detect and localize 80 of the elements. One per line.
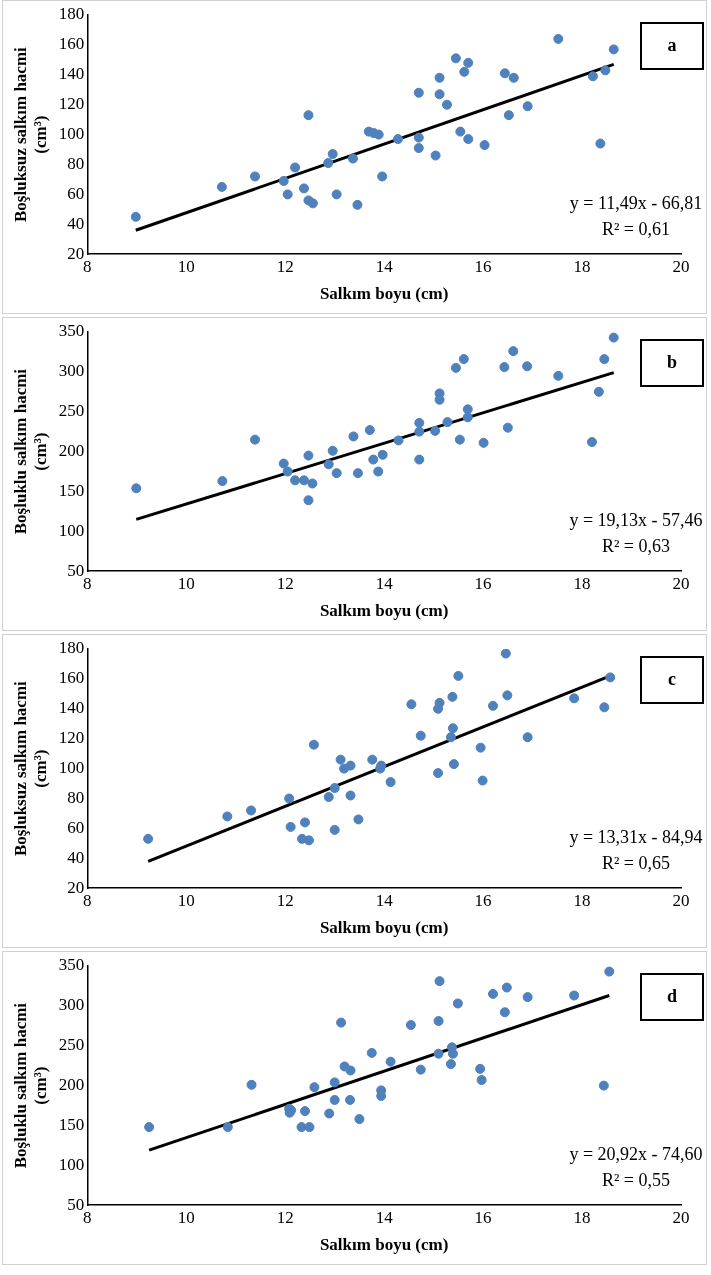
x-tick-label: 8: [83, 1207, 92, 1227]
y-tick-label: 140: [58, 64, 85, 84]
y-tick-label: 250: [58, 1035, 85, 1055]
y-tick-label: 160: [58, 668, 85, 688]
y-tick-label: 300: [58, 995, 85, 1015]
y-axis-title: Boşluklu salkım hacmi (cm³): [10, 1002, 50, 1169]
annotation: y = 13,31x - 84,94: [569, 826, 703, 847]
annotation: y = 11,49x - 66,81: [569, 192, 703, 213]
y-tick-label: 80: [67, 787, 85, 807]
annotation: b: [666, 351, 678, 372]
x-tick-label: 12: [276, 1207, 294, 1227]
x-axis-title: Salkım boyu (cm): [319, 601, 449, 621]
x-tick-label: 14: [375, 890, 394, 910]
annotation: d: [666, 985, 678, 1006]
x-tick-label: 8: [83, 573, 92, 593]
y-tick-label: 60: [67, 183, 85, 203]
annotation: R² = 0,63: [601, 535, 671, 556]
x-tick-label: 16: [474, 1207, 492, 1227]
y-tick-label: 40: [67, 213, 85, 233]
y-tick-label: 20: [67, 877, 85, 897]
x-tick-label: 10: [177, 256, 195, 276]
annotation: y = 20,92x - 74,60: [569, 1143, 703, 1164]
y-axis-title: Boşluksuz salkım hacmi (cm³): [10, 680, 50, 856]
x-axis-title: Salkım boyu (cm): [319, 918, 449, 938]
y-tick-label: 350: [58, 321, 85, 341]
annotation: y = 19,13x - 57,46: [569, 509, 703, 530]
y-tick-label: 300: [58, 361, 85, 381]
annotation: R² = 0,55: [601, 1169, 671, 1190]
x-tick-label: 20: [672, 256, 690, 276]
annotation: a: [667, 34, 677, 55]
x-tick-label: 14: [375, 256, 394, 276]
annotation: R² = 0,65: [601, 852, 671, 873]
x-tick-label: 16: [474, 573, 492, 593]
y-tick-label: 200: [58, 1075, 85, 1095]
y-axis-title: Boşluklu salkım hacmi (cm³): [10, 368, 50, 535]
y-tick-label: 180: [58, 638, 85, 658]
x-tick-label: 10: [177, 890, 195, 910]
y-axis-title: Boşluksuz salkım hacmi (cm³): [10, 46, 50, 222]
y-tick-label: 150: [58, 480, 85, 500]
x-tick-label: 10: [177, 1207, 195, 1227]
x-tick-label: 12: [276, 573, 294, 593]
y-tick-label: 20: [67, 243, 85, 263]
x-tick-label: 18: [573, 1207, 591, 1227]
x-tick-label: 20: [672, 1207, 690, 1227]
y-tick-label: 50: [67, 1194, 85, 1214]
y-tick-label: 140: [58, 698, 85, 718]
x-tick-label: 20: [672, 573, 690, 593]
annotation: R² = 0,61: [601, 218, 671, 239]
x-tick-label: 8: [83, 890, 92, 910]
x-tick-label: 8: [83, 256, 92, 276]
y-tick-label: 250: [58, 401, 85, 421]
x-tick-label: 16: [474, 890, 492, 910]
y-tick-label: 100: [58, 758, 85, 778]
x-axis-title: Salkım boyu (cm): [319, 1235, 449, 1255]
x-tick-label: 18: [573, 256, 591, 276]
y-tick-label: 120: [58, 728, 85, 748]
x-tick-label: 18: [573, 890, 591, 910]
y-tick-label: 50: [67, 560, 85, 580]
x-tick-label: 20: [672, 890, 690, 910]
x-tick-label: 14: [375, 573, 394, 593]
y-tick-label: 200: [58, 441, 85, 461]
y-tick-label: 100: [58, 1154, 85, 1174]
y-tick-label: 150: [58, 1114, 85, 1134]
y-tick-label: 160: [58, 34, 85, 54]
y-tick-label: 60: [67, 817, 85, 837]
y-tick-label: 100: [58, 124, 85, 144]
x-tick-label: 16: [474, 256, 492, 276]
y-tick-label: 100: [58, 520, 85, 540]
y-tick-label: 80: [67, 153, 85, 173]
y-tick-label: 180: [58, 4, 85, 24]
x-tick-label: 12: [276, 890, 294, 910]
annotation: c: [668, 668, 676, 689]
x-tick-label: 14: [375, 1207, 394, 1227]
x-tick-label: 18: [573, 573, 591, 593]
x-tick-label: 12: [276, 256, 294, 276]
y-tick-label: 120: [58, 94, 85, 114]
x-axis-title: Salkım boyu (cm): [319, 284, 449, 304]
y-tick-label: 350: [58, 955, 85, 975]
x-tick-label: 10: [177, 573, 195, 593]
y-tick-label: 40: [67, 847, 85, 867]
